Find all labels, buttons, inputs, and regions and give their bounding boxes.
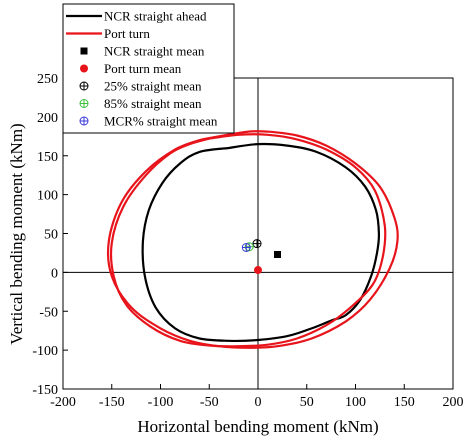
y-tick-label: -150 <box>32 383 58 398</box>
series-line-2 <box>109 133 387 348</box>
x-tick-label: 0 <box>255 395 262 410</box>
legend-box <box>62 3 235 134</box>
legend-label: MCR% straight mean <box>104 114 218 129</box>
x-tick-label: 150 <box>394 395 415 410</box>
legend-label: Port turn <box>104 26 150 41</box>
y-tick-label: -100 <box>32 344 58 359</box>
y-tick-label: 150 <box>37 150 58 165</box>
series-layer <box>106 130 399 349</box>
series-marker-7 <box>241 242 251 252</box>
legend: NCR straight ahead Port turn NCR straight … <box>62 3 235 134</box>
series-line-1 <box>106 130 399 349</box>
legend-swatch <box>80 64 88 73</box>
series-marker-4 <box>254 266 262 275</box>
y-axis-title: Vertical bending moment (kNm) <box>7 123 26 344</box>
series-marker-5 <box>252 239 262 249</box>
x-axis-title: Horizontal bending moment (kNm) <box>137 417 378 436</box>
legend-swatch <box>79 81 89 91</box>
x-tick-label: 200 <box>443 395 464 410</box>
x-tick-label: 100 <box>345 395 366 410</box>
legend-label: NCR straight ahead <box>104 9 207 24</box>
y-tick-label: 250 <box>37 72 58 87</box>
x-axis-ticks: -200 -150 -100 -50 0 50 100 150 200 <box>50 384 464 410</box>
y-tick-label: 100 <box>37 189 58 204</box>
x-tick-label: -150 <box>99 395 125 410</box>
legend-label: 25% straight mean <box>104 79 202 94</box>
legend-swatch <box>79 99 89 108</box>
y-tick-label: 50 <box>44 228 58 243</box>
x-tick-label: -50 <box>200 395 219 410</box>
legend-swatch <box>80 47 88 55</box>
x-tick-label: -100 <box>148 395 174 410</box>
legend-label: 85% straight mean <box>104 96 202 111</box>
series-marker-3 <box>274 250 281 258</box>
legend-swatch <box>79 116 89 126</box>
y-tick-label: 0 <box>51 266 58 281</box>
x-tick-label: 50 <box>300 395 314 410</box>
x-tick-label: -200 <box>50 395 76 410</box>
legend-label: NCR straight mean <box>104 44 205 59</box>
legend-label: Port turn mean <box>104 61 182 76</box>
series-line-0 <box>141 142 381 343</box>
y-tick-label: -50 <box>39 305 58 320</box>
y-axis-ticks: -150 -100 -50 0 50 100 150 200 250 <box>32 72 68 398</box>
y-tick-label: 200 <box>37 111 58 126</box>
